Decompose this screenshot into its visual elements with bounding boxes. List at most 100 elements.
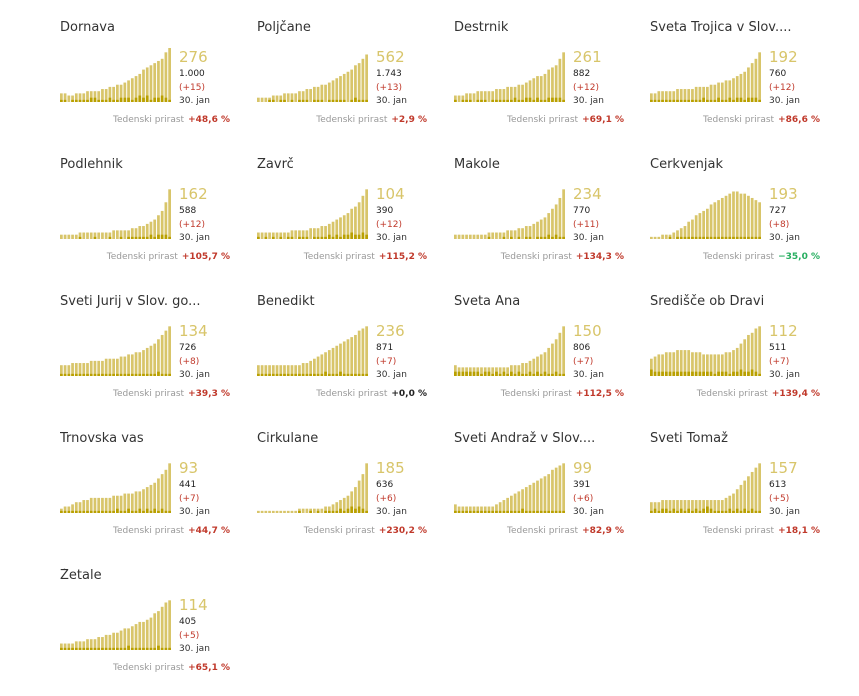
daily-bar [468,510,472,513]
total-bar [468,506,472,513]
municipality-card: Sveti Andraž v Slov.... 99 391 (+6) 30. jan T… [454,431,624,551]
total-bar [717,200,720,239]
daily-bar [491,373,495,376]
total-bar [149,484,153,513]
daily-bar [536,371,539,376]
total-bar [134,491,138,513]
total-bar [747,476,750,513]
current-value: 276 [179,48,208,66]
total-bar [82,232,86,239]
total-bar [74,502,78,513]
daily-bar [513,97,517,102]
cumulative-value: 726 [179,343,197,353]
total-bar [691,89,694,102]
daily-bar [521,373,524,376]
total-bar [342,215,346,239]
total-bar [149,65,153,102]
total-bar [487,506,491,513]
total-bar [260,232,264,239]
total-bar [683,500,687,513]
total-bar [108,634,112,650]
daily-bar [521,99,524,102]
total-bar [138,621,142,650]
total-bar [758,52,761,102]
total-bar [536,356,539,376]
total-bar [123,628,127,650]
total-bar [457,367,461,376]
total-bar [495,504,498,513]
daily-bar [153,97,157,102]
daily-bar [657,99,661,102]
total-bar [491,91,495,102]
daily-bar [93,373,97,376]
daily-bar [361,99,365,102]
daily-bar [679,371,683,376]
daily-bar [502,371,506,376]
total-bar [346,339,350,376]
total-bar [554,65,558,102]
total-bar [664,352,668,376]
total-bar [290,93,294,102]
daily-bar [539,99,543,102]
total-bar [694,500,698,513]
daily-bar [130,510,134,513]
total-bar [78,641,82,650]
total-bar [498,502,502,513]
total-bar [717,82,720,102]
daily-bar [664,99,668,102]
total-bar [454,504,457,513]
daily-bar [558,236,562,239]
total-bar [480,91,483,102]
daily-bar [724,510,728,513]
total-bar [342,73,346,102]
cumulative-value: 613 [769,480,787,490]
total-bar [357,330,361,376]
date-label: 30. jan [573,233,604,243]
daily-bar [702,508,705,513]
total-bar [524,487,528,513]
daily-increase: (+8) [179,357,200,367]
total-bar [60,643,63,650]
total-bar [743,71,747,102]
daily-bar [554,510,558,513]
weekly-growth-label: Tedenski prirast [696,389,768,399]
daily-bar [142,97,145,102]
current-value: 112 [769,322,798,340]
total-bar [679,89,683,102]
daily-bar [123,510,127,513]
total-bar [134,228,138,239]
total-bar [558,58,562,102]
total-bar [562,189,565,239]
daily-bar [498,99,502,102]
daily-increase: (+6) [573,494,594,504]
total-bar [468,93,472,102]
weekly-growth-label: Tedenski prirast [500,389,572,399]
daily-bar [476,371,480,376]
bar-chart [257,463,368,513]
total-bar [104,358,108,376]
daily-bar [104,510,108,513]
daily-bar [168,647,171,650]
total-bar [694,86,698,102]
daily-bar [327,510,331,513]
total-bar [539,219,543,239]
total-bar [702,354,705,376]
total-bar [119,495,123,513]
daily-bar [153,508,157,513]
daily-bar [290,373,294,376]
total-bar [112,632,115,650]
total-bar [316,508,320,513]
weekly-growth-label: Tedenski prirast [113,389,185,399]
total-bar [517,491,521,513]
total-bar [739,73,743,102]
daily-bar [101,373,104,376]
daily-bar [732,510,735,513]
daily-bar [123,647,127,650]
total-bar [89,360,93,376]
total-bar [130,354,134,376]
daily-bar [305,99,309,102]
daily-bar [551,373,554,376]
daily-bar [510,99,513,102]
total-bar [732,493,735,513]
total-bar [683,350,687,376]
